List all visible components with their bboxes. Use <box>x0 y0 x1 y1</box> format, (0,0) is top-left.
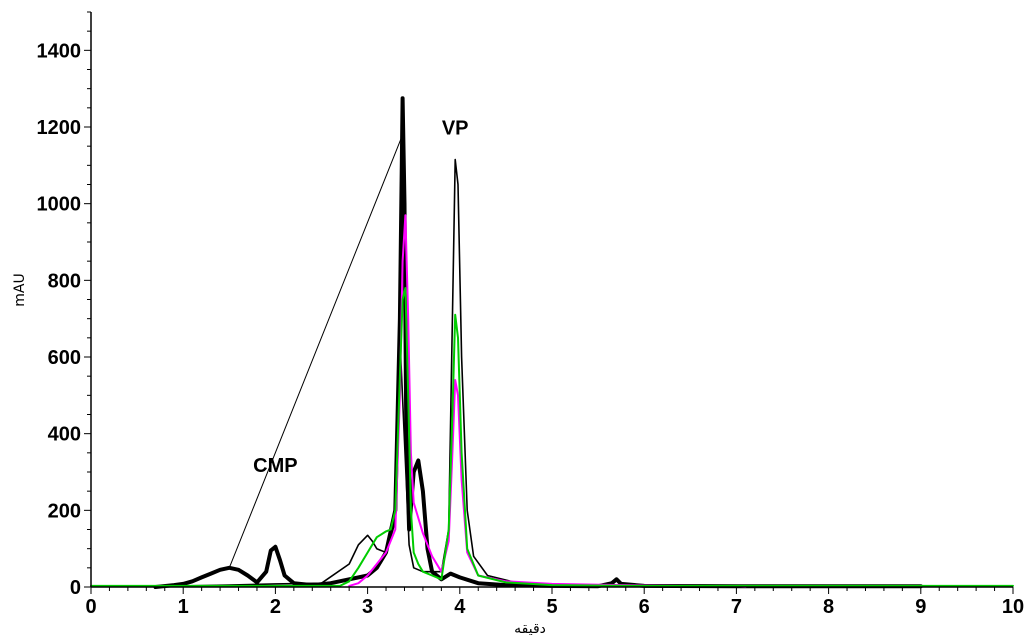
y-axis-ticks: 0 200 400 600 800 1000 1200 1400 <box>37 11 91 599</box>
x-tick-label: 1 <box>178 596 189 618</box>
x-tick-label: 8 <box>823 596 834 618</box>
x-tick-label: 5 <box>546 596 557 618</box>
x-tick-label: 0 <box>85 596 96 618</box>
series-line-4 <box>90 287 1014 587</box>
x-tick-label: 6 <box>639 596 650 618</box>
x-tick-label: 7 <box>731 596 742 618</box>
y-tick-label: 200 <box>48 500 81 522</box>
x-axis-ticks: 0 1 2 3 4 5 6 7 8 9 10 <box>85 587 1024 618</box>
y-tick-label: 600 <box>48 347 81 369</box>
y-tick-label: 1200 <box>37 117 82 139</box>
annotation-leader-line <box>228 134 404 569</box>
annotation-vp: VP <box>442 118 469 140</box>
y-tick-label: 1400 <box>37 40 82 62</box>
x-axis-title: دقيقه <box>514 621 546 637</box>
x-tick-label: 4 <box>454 596 466 618</box>
x-tick-label: 3 <box>362 596 373 618</box>
y-tick-label: 1000 <box>37 194 82 216</box>
series-line-2 <box>154 158 922 588</box>
x-tick-label: 10 <box>1002 596 1024 618</box>
y-tick-label: 400 <box>48 424 81 446</box>
y-axis-title: mAU <box>12 273 28 306</box>
series-line-1 <box>153 96 923 589</box>
y-tick-label: 800 <box>48 270 81 292</box>
annotations: CMP VP <box>228 118 469 569</box>
x-tick-label: 2 <box>270 596 281 618</box>
x-tick-label: 9 <box>915 596 926 618</box>
annotation-cmp: CMP <box>253 455 297 477</box>
y-tick-label: 0 <box>70 577 81 599</box>
plot-area <box>90 96 1014 589</box>
